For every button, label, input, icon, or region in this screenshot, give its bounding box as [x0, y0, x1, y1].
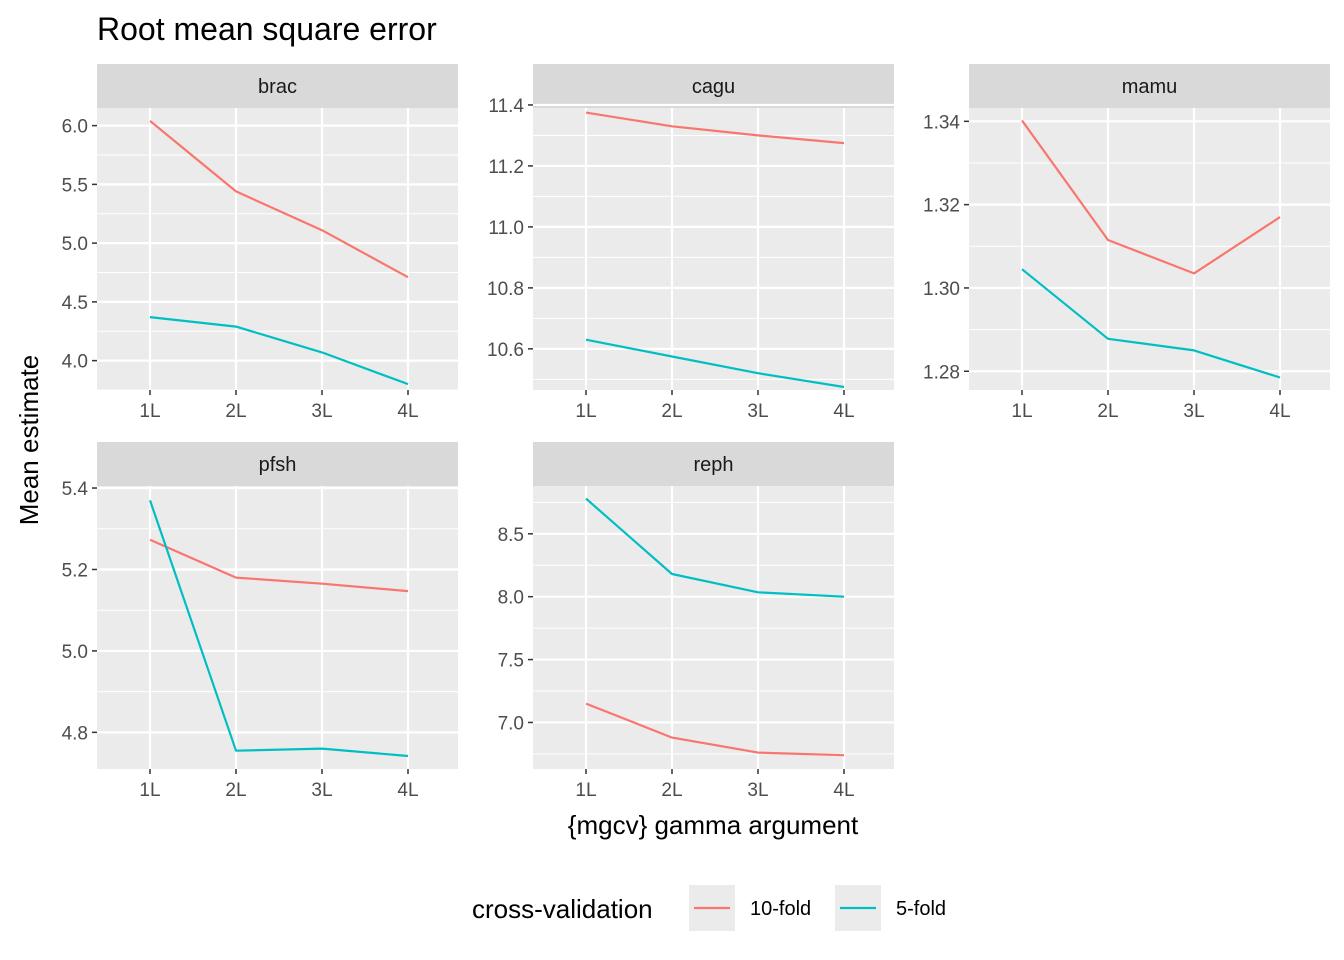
y-tick-label: 7.0: [498, 713, 524, 734]
facet-strip-label: pfsh: [259, 454, 297, 476]
series-line-10-fold: [1021, 119, 1281, 275]
x-tick-label: 1L: [575, 780, 596, 801]
facet-mamu: mamu 1.28 1.30 1.32 1.34 1L 2L 3L 4L: [923, 64, 1330, 422]
series-line-10-fold: [149, 120, 409, 279]
x-tick-label: 3L: [1183, 401, 1204, 422]
series-line-5-fold: [585, 338, 845, 389]
x-tick-label: 2L: [661, 401, 682, 422]
x-axis-title: {mgcv} gamma argument: [568, 810, 859, 840]
y-tick-label: 1.28: [923, 362, 960, 383]
legend-label: 10-fold: [750, 898, 811, 920]
y-tick-label: 1.34: [923, 112, 960, 133]
facet-strip-label: cagu: [692, 76, 735, 98]
legend-entry: 5-fold: [835, 885, 946, 931]
y-tick-label: 10.6: [487, 340, 524, 361]
facet-strip: [533, 64, 894, 108]
y-tick-label: 8.5: [498, 525, 524, 546]
y-tick-label: 4.8: [62, 723, 88, 744]
y-tick-label: 7.5: [498, 651, 524, 672]
y-tick-label: 5.2: [62, 560, 88, 581]
facet-brac: brac 4.0 4.5 5.0 5.5 6.0 1L 2L 3L 4L: [62, 64, 458, 422]
facet-strip: [97, 442, 458, 486]
x-tick-label: 2L: [225, 780, 246, 801]
legend-keys: 10-fold 5-fold: [689, 885, 946, 931]
series-line-5-fold: [149, 316, 409, 386]
x-tick-label: 1L: [1011, 401, 1032, 422]
x-tick-label: 4L: [1269, 401, 1290, 422]
panel-background: [97, 108, 458, 390]
y-tick-label: 5.5: [62, 175, 88, 196]
x-tick-label: 4L: [833, 780, 854, 801]
x-tick-label: 3L: [747, 401, 768, 422]
y-axis-title: Mean estimate: [14, 355, 44, 526]
y-tick-label: 11.0: [488, 218, 524, 239]
facet-reph: reph 7.0 7.5 8.0 8.5 1L 2L 3L 4L: [498, 442, 894, 801]
x-tick-label: 4L: [397, 401, 418, 422]
x-tick-label: 4L: [397, 780, 418, 801]
legend: cross-validation 10-fold 5-fold: [472, 885, 946, 931]
y-tick-label: 4.0: [62, 352, 88, 373]
y-tick-label: 1.32: [923, 196, 960, 217]
series-line-5-fold: [585, 497, 845, 598]
x-tick-label: 3L: [747, 780, 768, 801]
y-tick-label: 8.0: [498, 588, 524, 609]
series-line-5-fold: [1021, 268, 1281, 379]
legend-entry: 10-fold: [689, 885, 811, 931]
panel-background: [533, 486, 894, 769]
x-tick-label: 3L: [311, 780, 332, 801]
facet-strip: [969, 64, 1330, 108]
legend-label: 5-fold: [896, 898, 946, 920]
facet-strip-label: reph: [693, 454, 733, 476]
y-tick-label: 5.0: [62, 234, 88, 255]
series-line-10-fold: [585, 702, 845, 757]
x-tick-label: 2L: [225, 401, 246, 422]
panel-background: [969, 108, 1330, 390]
panel-background: [97, 486, 458, 769]
facet-pfsh: pfsh 4.8 5.0 5.2 5.4 1L 2L 3L 4L: [62, 442, 458, 801]
y-tick-label: 11.2: [488, 157, 524, 178]
x-tick-label: 1L: [575, 401, 596, 422]
facet-cagu: cagu 10.6 10.8 11.0 11.2 11.4 1L 2L 3L 4L: [487, 64, 894, 422]
y-tick-label: 11.4: [488, 96, 524, 117]
y-tick-label: 5.0: [62, 642, 88, 663]
facets: brac 4.0 4.5 5.0 5.5 6.0 1L 2L 3L 4L cagu 10.6 10.8 1…: [62, 64, 1330, 801]
x-tick-label: 3L: [311, 401, 332, 422]
panel-background: [533, 108, 894, 390]
legend-title: cross-validation: [472, 894, 653, 924]
facet-strip-label: brac: [258, 76, 297, 98]
y-tick-label: 6.0: [62, 117, 88, 138]
y-tick-label: 4.5: [62, 293, 88, 314]
y-tick-label: 5.4: [62, 479, 89, 500]
series-line-5-fold: [148, 499, 409, 758]
x-tick-label: 4L: [833, 401, 854, 422]
y-tick-label: 1.30: [923, 279, 960, 300]
x-tick-label: 1L: [139, 780, 160, 801]
x-tick-label: 1L: [139, 401, 160, 422]
facet-strip: [533, 442, 894, 486]
x-tick-label: 2L: [661, 780, 682, 801]
series-line-10-fold: [149, 538, 409, 593]
chart-title: Root mean square error: [97, 11, 437, 47]
x-tick-label: 2L: [1097, 401, 1118, 422]
facet-strip: [97, 64, 458, 108]
facet-strip-label: mamu: [1122, 76, 1178, 98]
series-line-10-fold: [585, 111, 845, 145]
y-tick-label: 10.8: [487, 279, 524, 300]
